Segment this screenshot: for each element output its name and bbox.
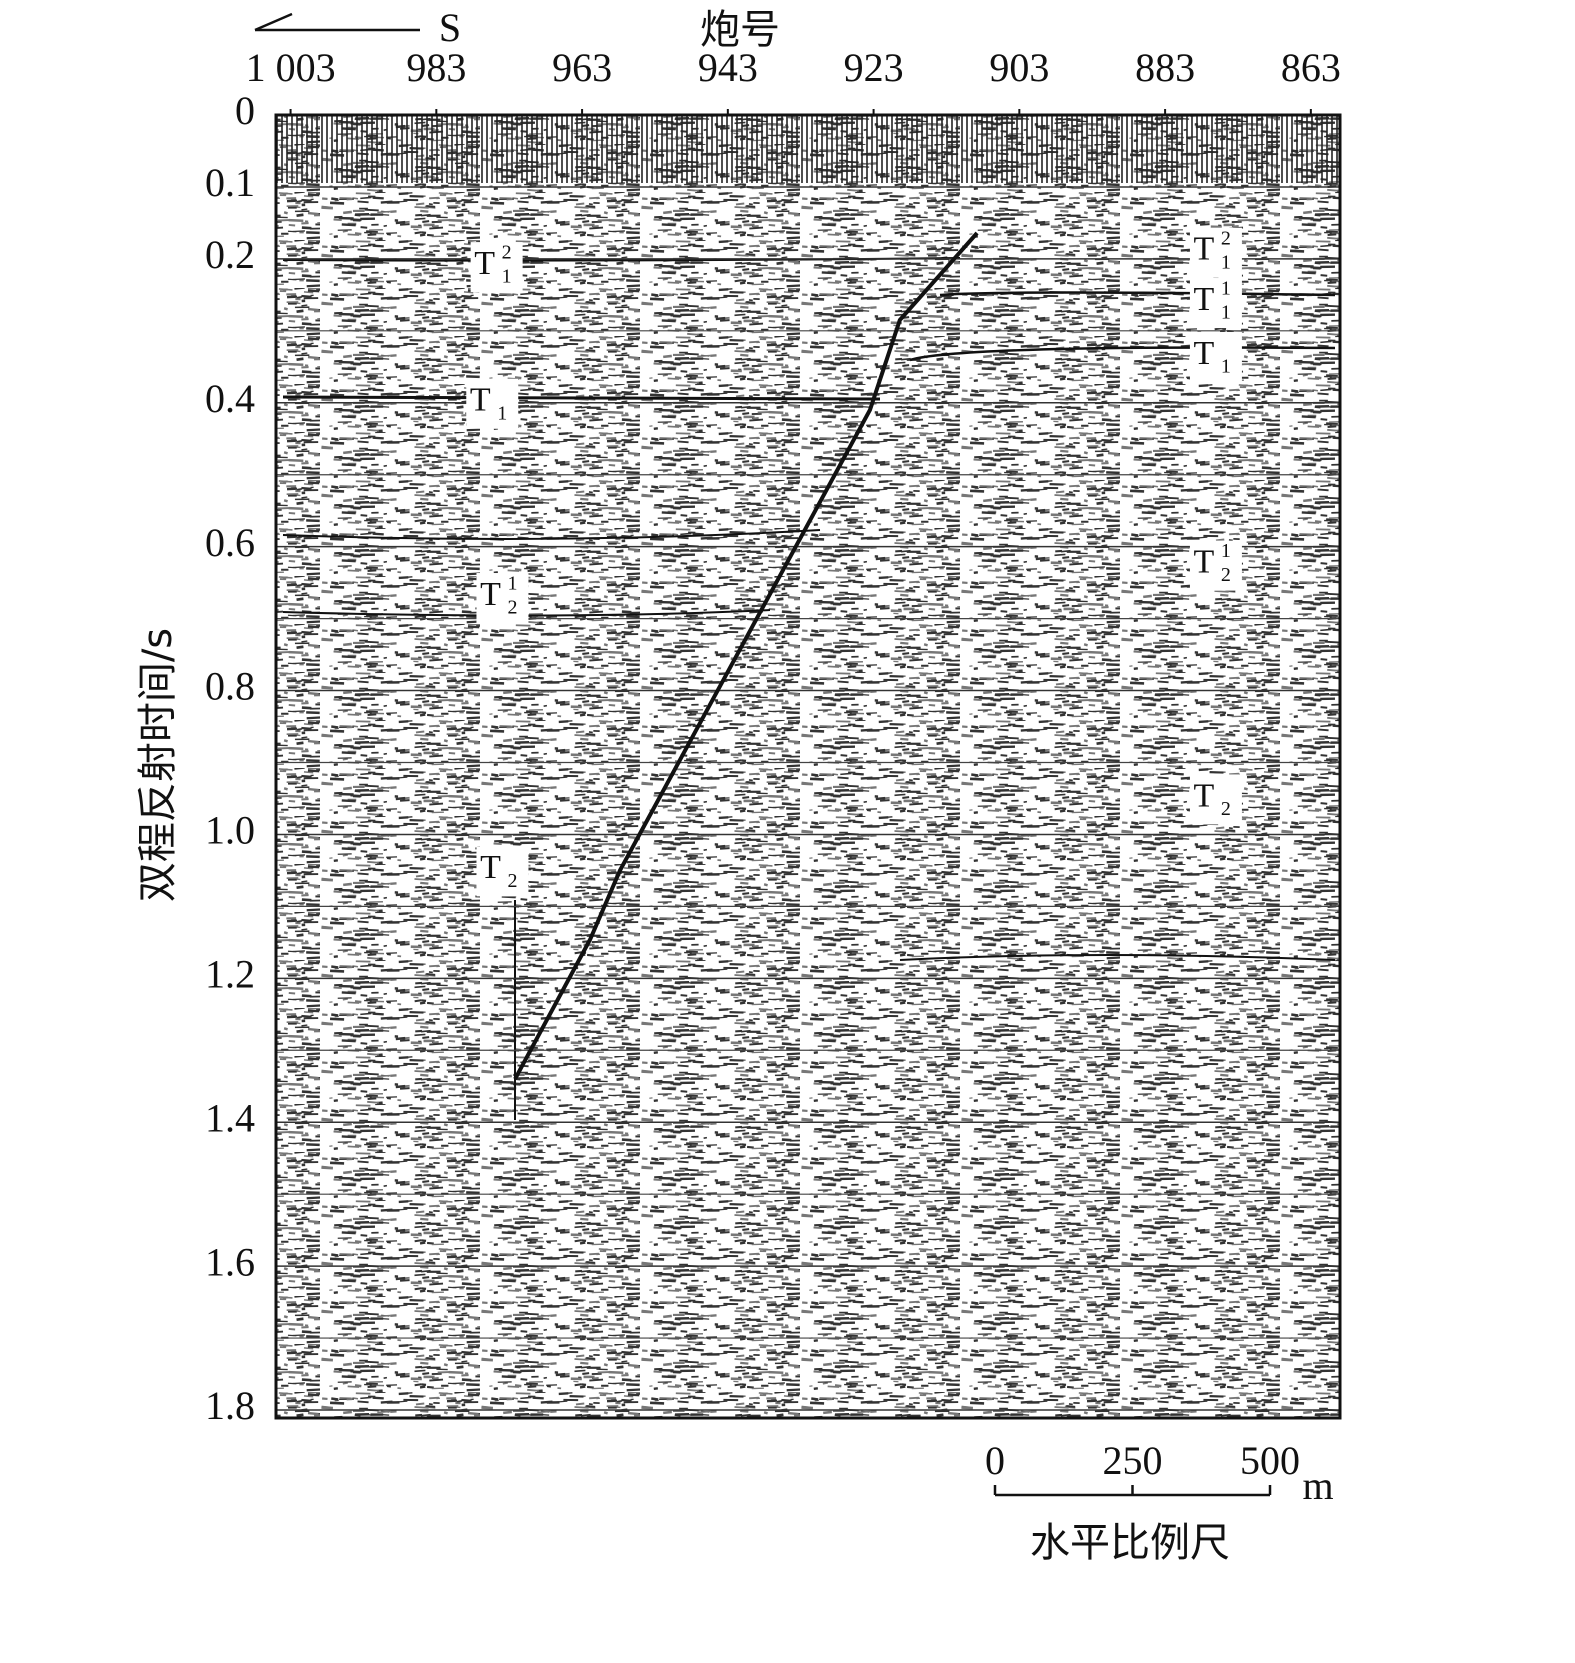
direction-label: S (439, 5, 461, 50)
x-tick-label: 983 (406, 45, 466, 90)
seismic-texture (276, 115, 1340, 1418)
trace-band (276, 115, 1340, 183)
horizon-sup: 2 (1221, 227, 1231, 249)
x-axis-label: 炮号 (700, 7, 780, 53)
horizon-sup: 1 (1221, 278, 1231, 300)
y-tick-label: 0.1 (205, 160, 255, 205)
scale-bar-unit: m (1302, 1463, 1333, 1508)
fault-line (513, 231, 979, 1081)
horizon-label: T 21 (476, 573, 529, 624)
label-background (466, 378, 519, 429)
y-tick-label: 1.6 (205, 1239, 255, 1284)
horizon-sup: 1 (507, 573, 517, 595)
scale-bar-label: 500 (1240, 1438, 1300, 1483)
reflector (282, 609, 771, 617)
horizon-base: T (480, 576, 501, 613)
scale-bar-title: 水平比例尺 (1030, 1520, 1230, 1566)
horizon-base: T (1194, 335, 1215, 372)
x-tick-label: 903 (989, 45, 1049, 90)
reflector (939, 291, 1336, 297)
y-tick-label: 0.2 (205, 232, 255, 277)
horizon-sub: 1 (1221, 251, 1231, 273)
x-tick-label: 943 (698, 45, 758, 90)
x-tick-label: 923 (844, 45, 904, 90)
reflector (282, 395, 881, 401)
horizon-base: T (1194, 543, 1215, 580)
reflectors (282, 257, 1336, 1120)
y-tick-label: 0.6 (205, 520, 255, 565)
x-tick-label: 963 (552, 45, 612, 90)
horizon-base: T (1194, 230, 1215, 267)
horizon-sub: 1 (1221, 302, 1231, 324)
label-background (1189, 227, 1242, 278)
y-tick-label: 1.2 (205, 952, 255, 997)
horizon-label: T 12 (1189, 227, 1242, 278)
horizon-base: T (480, 849, 501, 886)
x-tick-label: 883 (1135, 45, 1195, 90)
horizon-sub: 2 (507, 597, 517, 619)
horizon-sub: 2 (507, 870, 517, 892)
label-background (470, 242, 523, 293)
horizon-sup: 2 (502, 242, 512, 264)
reflector (282, 529, 821, 540)
horizon-sub: 2 (1221, 564, 1231, 586)
horizon-base: T (1194, 281, 1215, 318)
direction-arrow-head (254, 12, 293, 32)
label-background (1189, 774, 1242, 825)
y-tick-label: 0 (235, 88, 255, 133)
horizon-sub: 1 (497, 402, 507, 424)
horizon-label: T 12 (470, 242, 523, 293)
y-tick-label: 1.8 (205, 1383, 255, 1428)
label-background (1189, 278, 1242, 329)
reflector (899, 954, 1336, 961)
x-tick-label: 1 003 (246, 45, 336, 90)
label-background (476, 573, 529, 624)
horizon-sub: 1 (502, 266, 512, 288)
label-background (476, 846, 529, 897)
y-tick-label: 1.4 (205, 1095, 255, 1140)
horizon-sup: 1 (1221, 540, 1231, 562)
y-tick-label: 1.0 (205, 808, 255, 853)
y-tick-label: 0.8 (205, 664, 255, 709)
label-background (1189, 540, 1242, 591)
horizon-label: T 21 (1189, 540, 1242, 591)
y-tick-label: 0.4 (205, 376, 255, 421)
horizon-base: T (474, 245, 495, 282)
horizon-base: T (470, 382, 491, 419)
horizon-sub: 2 (1221, 798, 1231, 820)
label-background (1189, 332, 1242, 383)
scale-bar-label: 250 (1103, 1438, 1163, 1483)
plot-frame (274, 113, 1342, 1420)
scale-bar-label: 0 (985, 1438, 1005, 1483)
y-axis-label: 双程反射时间/s (135, 628, 181, 902)
horizon-sub: 1 (1221, 356, 1231, 378)
horizon-label: T 11 (1189, 278, 1242, 329)
horizon-base: T (1194, 777, 1215, 814)
x-tick-label: 863 (1281, 45, 1341, 90)
